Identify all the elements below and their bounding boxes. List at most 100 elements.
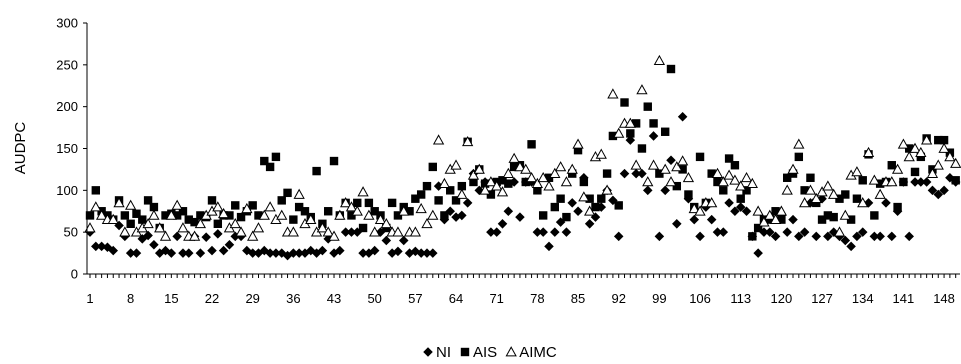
ni-point <box>195 248 206 258</box>
aimc-point <box>514 161 526 172</box>
aimc-point <box>764 209 776 220</box>
ais-point <box>887 161 896 170</box>
aimc-point <box>84 222 96 233</box>
aimc-point <box>566 163 578 174</box>
ni-point <box>491 227 502 237</box>
aimc-point <box>95 209 108 220</box>
aimc-point <box>676 155 689 166</box>
y-tick-label: 150 <box>56 141 78 156</box>
aimc-point <box>694 205 706 216</box>
aimc-point <box>920 134 933 145</box>
aimc-point <box>212 201 224 212</box>
aimc-point <box>833 226 846 237</box>
aimc-point <box>613 127 625 138</box>
aimc-point <box>520 163 532 174</box>
legend-item-ais: AIS <box>460 344 497 361</box>
ni-point <box>863 198 874 208</box>
aimc-point <box>351 205 363 216</box>
ais-point <box>724 154 734 163</box>
ais-point <box>440 211 449 220</box>
ni-point <box>224 239 235 250</box>
ni-point <box>660 185 670 196</box>
aimc-point <box>682 171 695 183</box>
legend-marker-ais <box>460 347 470 357</box>
ais-point <box>527 140 536 149</box>
ais-point <box>422 181 432 191</box>
aimc-point <box>485 176 497 187</box>
aimc-point <box>624 117 636 128</box>
aimc-point <box>409 226 422 237</box>
ni-point <box>765 227 775 237</box>
aimc-point <box>328 230 340 241</box>
ni-point <box>637 168 647 179</box>
aimc-point <box>746 177 758 188</box>
y-tick-label: 300 <box>56 16 78 31</box>
ais-point <box>806 173 815 182</box>
ni-point <box>108 245 119 256</box>
aimc-point <box>339 197 352 208</box>
ais-point <box>579 177 589 187</box>
ni-point <box>410 246 421 257</box>
ni-point <box>573 206 583 217</box>
aimc-point <box>450 159 462 170</box>
ais-point <box>620 98 629 107</box>
ni-point <box>904 231 914 242</box>
aimc-point <box>717 176 729 187</box>
legend-marker-aimc <box>505 346 517 357</box>
aimc-point <box>647 159 660 170</box>
aimc-point <box>427 209 439 220</box>
ais-point <box>271 152 281 162</box>
aimc-point <box>735 180 747 191</box>
aimc-point <box>926 167 939 178</box>
ni-point <box>642 185 653 196</box>
aimc-point <box>857 197 869 208</box>
ni-point <box>933 189 944 200</box>
ni-point <box>840 235 851 246</box>
ni-point <box>445 206 455 217</box>
aimc-point <box>113 197 125 208</box>
aimc-point <box>804 184 817 195</box>
aimc-point <box>194 217 207 229</box>
ais-point <box>602 169 612 178</box>
ais-point <box>829 212 838 222</box>
ais-point <box>504 179 513 188</box>
ais-point <box>637 144 647 153</box>
ni-point <box>724 198 734 208</box>
aimc-point <box>828 188 840 199</box>
ni-point <box>149 239 159 250</box>
aimc-point <box>932 159 944 170</box>
aimc-point <box>874 188 886 199</box>
aimc-point <box>229 217 241 229</box>
ni-point <box>503 206 514 217</box>
ni-point <box>823 231 833 242</box>
aimc-point <box>769 213 782 224</box>
aimc-point <box>525 171 538 183</box>
aimc-point <box>862 146 875 158</box>
aimc-point <box>816 186 828 197</box>
aimc-point <box>293 188 305 199</box>
aimc-point <box>886 176 898 187</box>
aimc-point <box>711 167 724 178</box>
aimc-point <box>531 177 544 188</box>
ni-point <box>788 214 798 225</box>
x-tick-label: 71 <box>489 291 503 306</box>
aimc-point <box>392 226 404 237</box>
ais-point <box>416 190 426 199</box>
ni-point <box>817 193 827 204</box>
ais-point <box>143 196 153 205</box>
ni-point <box>799 227 810 237</box>
ni-point <box>881 198 891 208</box>
aimc-point <box>636 84 648 95</box>
ni-point <box>393 246 403 257</box>
ais-point <box>591 202 600 212</box>
ais-point <box>329 156 339 166</box>
ni-point <box>706 214 717 225</box>
series-aimc <box>84 54 961 241</box>
ais-point <box>666 64 676 74</box>
ni-point <box>753 248 763 258</box>
x-tick-label: 1 <box>86 291 93 306</box>
aimc-point <box>235 226 247 237</box>
ni-point <box>666 155 676 165</box>
ais-point <box>231 201 240 210</box>
ni-point <box>857 227 868 237</box>
